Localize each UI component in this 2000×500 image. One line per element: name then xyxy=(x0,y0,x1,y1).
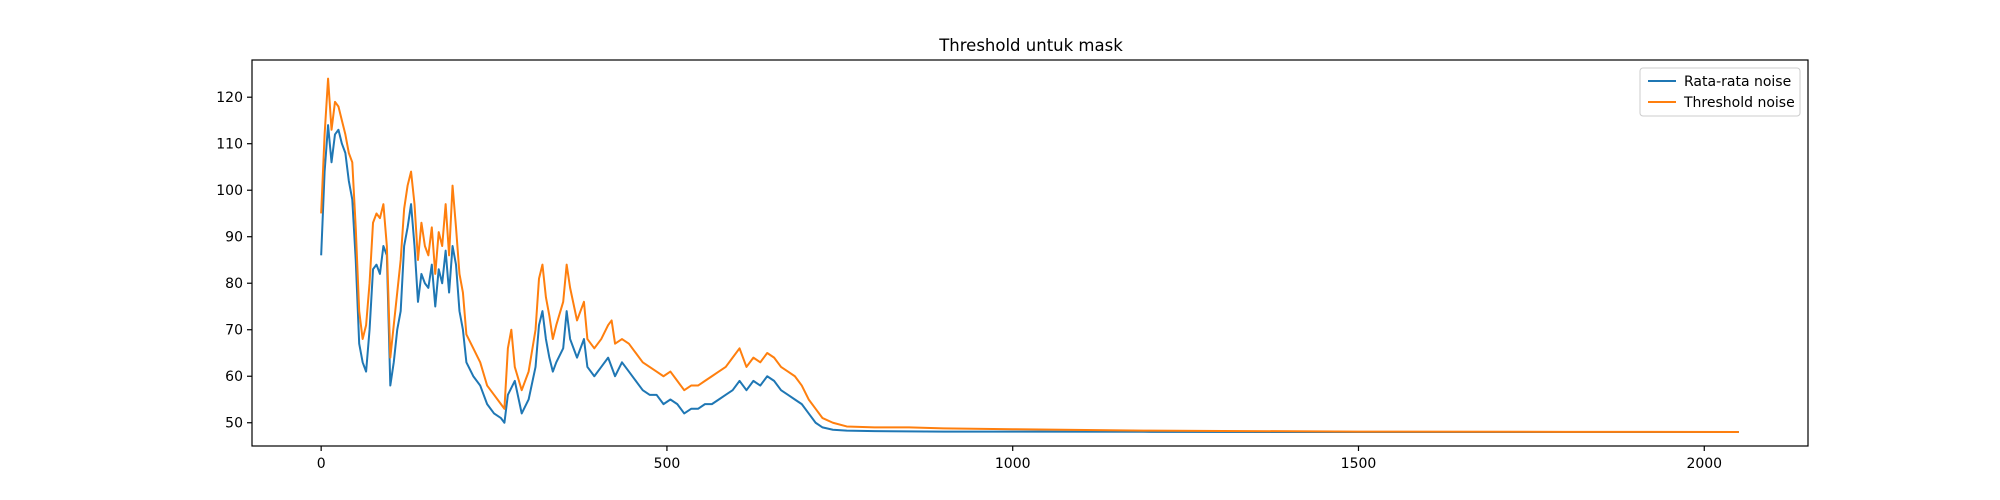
x-tick-label: 1000 xyxy=(995,456,1031,472)
x-tick-label: 500 xyxy=(654,456,681,472)
y-tick-label: 90 xyxy=(225,230,243,246)
y-tick-label: 80 xyxy=(225,276,243,292)
legend-label-2: Threshold noise xyxy=(1683,95,1795,111)
y-tick-label: 100 xyxy=(216,183,243,199)
x-tick-label: 0 xyxy=(317,456,326,472)
legend-label-1: Rata-rata noise xyxy=(1684,74,1791,90)
y-tick-label: 50 xyxy=(225,416,243,432)
chart-title: Threshold untuk mask xyxy=(938,36,1123,55)
legend: Rata-rata noise Threshold noise xyxy=(1639,67,1801,117)
y-tick-label: 120 xyxy=(216,90,243,106)
axes-frame xyxy=(251,59,1809,447)
y-tick-label: 70 xyxy=(225,323,243,339)
plot-area: 0 500 1000 1500 2000 50 60 70 80 90 100 110 120 xyxy=(216,59,1809,472)
legend-box xyxy=(1639,67,1801,117)
x-tick-label: 1500 xyxy=(1341,456,1377,472)
x-tick-label: 2000 xyxy=(1686,456,1722,472)
series-line-2 xyxy=(320,77,1739,434)
series-line-1 xyxy=(320,124,1739,434)
y-tick-label: 110 xyxy=(216,137,243,153)
y-tick-label: 60 xyxy=(225,369,243,385)
